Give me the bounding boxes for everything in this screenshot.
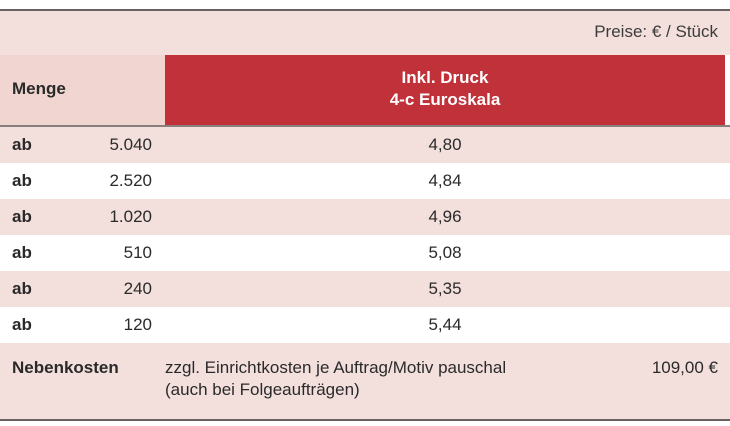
- table-row: ab 240 5,35: [0, 271, 730, 307]
- row-prefix: ab: [12, 135, 32, 154]
- bottom-rule: [0, 419, 730, 421]
- header-price-cell: Inkl. Druck 4-c Euroskala: [165, 55, 725, 125]
- header-quantity-label: Menge: [12, 79, 66, 98]
- extra-costs-note: (auch bei Folgeaufträgen): [165, 380, 360, 399]
- header-price-line1: Inkl. Druck: [401, 68, 489, 87]
- top-rule: [0, 9, 730, 11]
- table-row: ab 1.020 4,96: [0, 199, 730, 235]
- row-price: 5,08: [428, 243, 462, 262]
- row-prefix: ab: [12, 243, 32, 262]
- header-price-line2: 4-c Euroskala: [389, 90, 501, 109]
- extra-costs-row: Nebenkosten zzgl. Einrichtkosten je Auft…: [0, 346, 730, 419]
- row-price: 5,44: [428, 315, 462, 334]
- row-price: 4,80: [428, 135, 462, 154]
- table-row: ab 5.040 4,80: [0, 127, 730, 163]
- price-unit-caption: Preise: € / Stück: [594, 22, 718, 41]
- table-row: ab 510 5,08: [0, 235, 730, 271]
- row-price: 4,96: [428, 207, 462, 226]
- row-price: 4,84: [428, 171, 462, 190]
- extra-costs-description: zzgl. Einrichtkosten je Auftrag/Motiv pa…: [165, 358, 507, 377]
- row-separator: [0, 343, 730, 346]
- row-quantity: 1.020: [109, 207, 152, 226]
- row-prefix: ab: [12, 315, 32, 334]
- extra-costs-amount: 109,00 €: [651, 358, 718, 377]
- row-prefix: ab: [12, 171, 32, 190]
- row-prefix: ab: [12, 279, 32, 298]
- extra-costs-label: Nebenkosten: [12, 358, 119, 377]
- row-quantity: 2.520: [109, 171, 152, 190]
- table-row: ab 2.520 4,84: [0, 163, 730, 199]
- row-quantity: 5.040: [109, 135, 152, 154]
- row-prefix: ab: [12, 207, 32, 226]
- row-quantity: 240: [123, 279, 152, 298]
- table-row: ab 120 5,44: [0, 307, 730, 343]
- caption-band: [0, 11, 730, 55]
- row-quantity: 510: [123, 243, 152, 262]
- table-header: Menge Inkl. Druck 4-c Euroskala: [0, 55, 730, 125]
- row-quantity: 120: [123, 315, 152, 334]
- header-divider: [0, 125, 730, 127]
- header-quantity-cell: Menge: [0, 55, 165, 125]
- row-price: 5,35: [428, 279, 462, 298]
